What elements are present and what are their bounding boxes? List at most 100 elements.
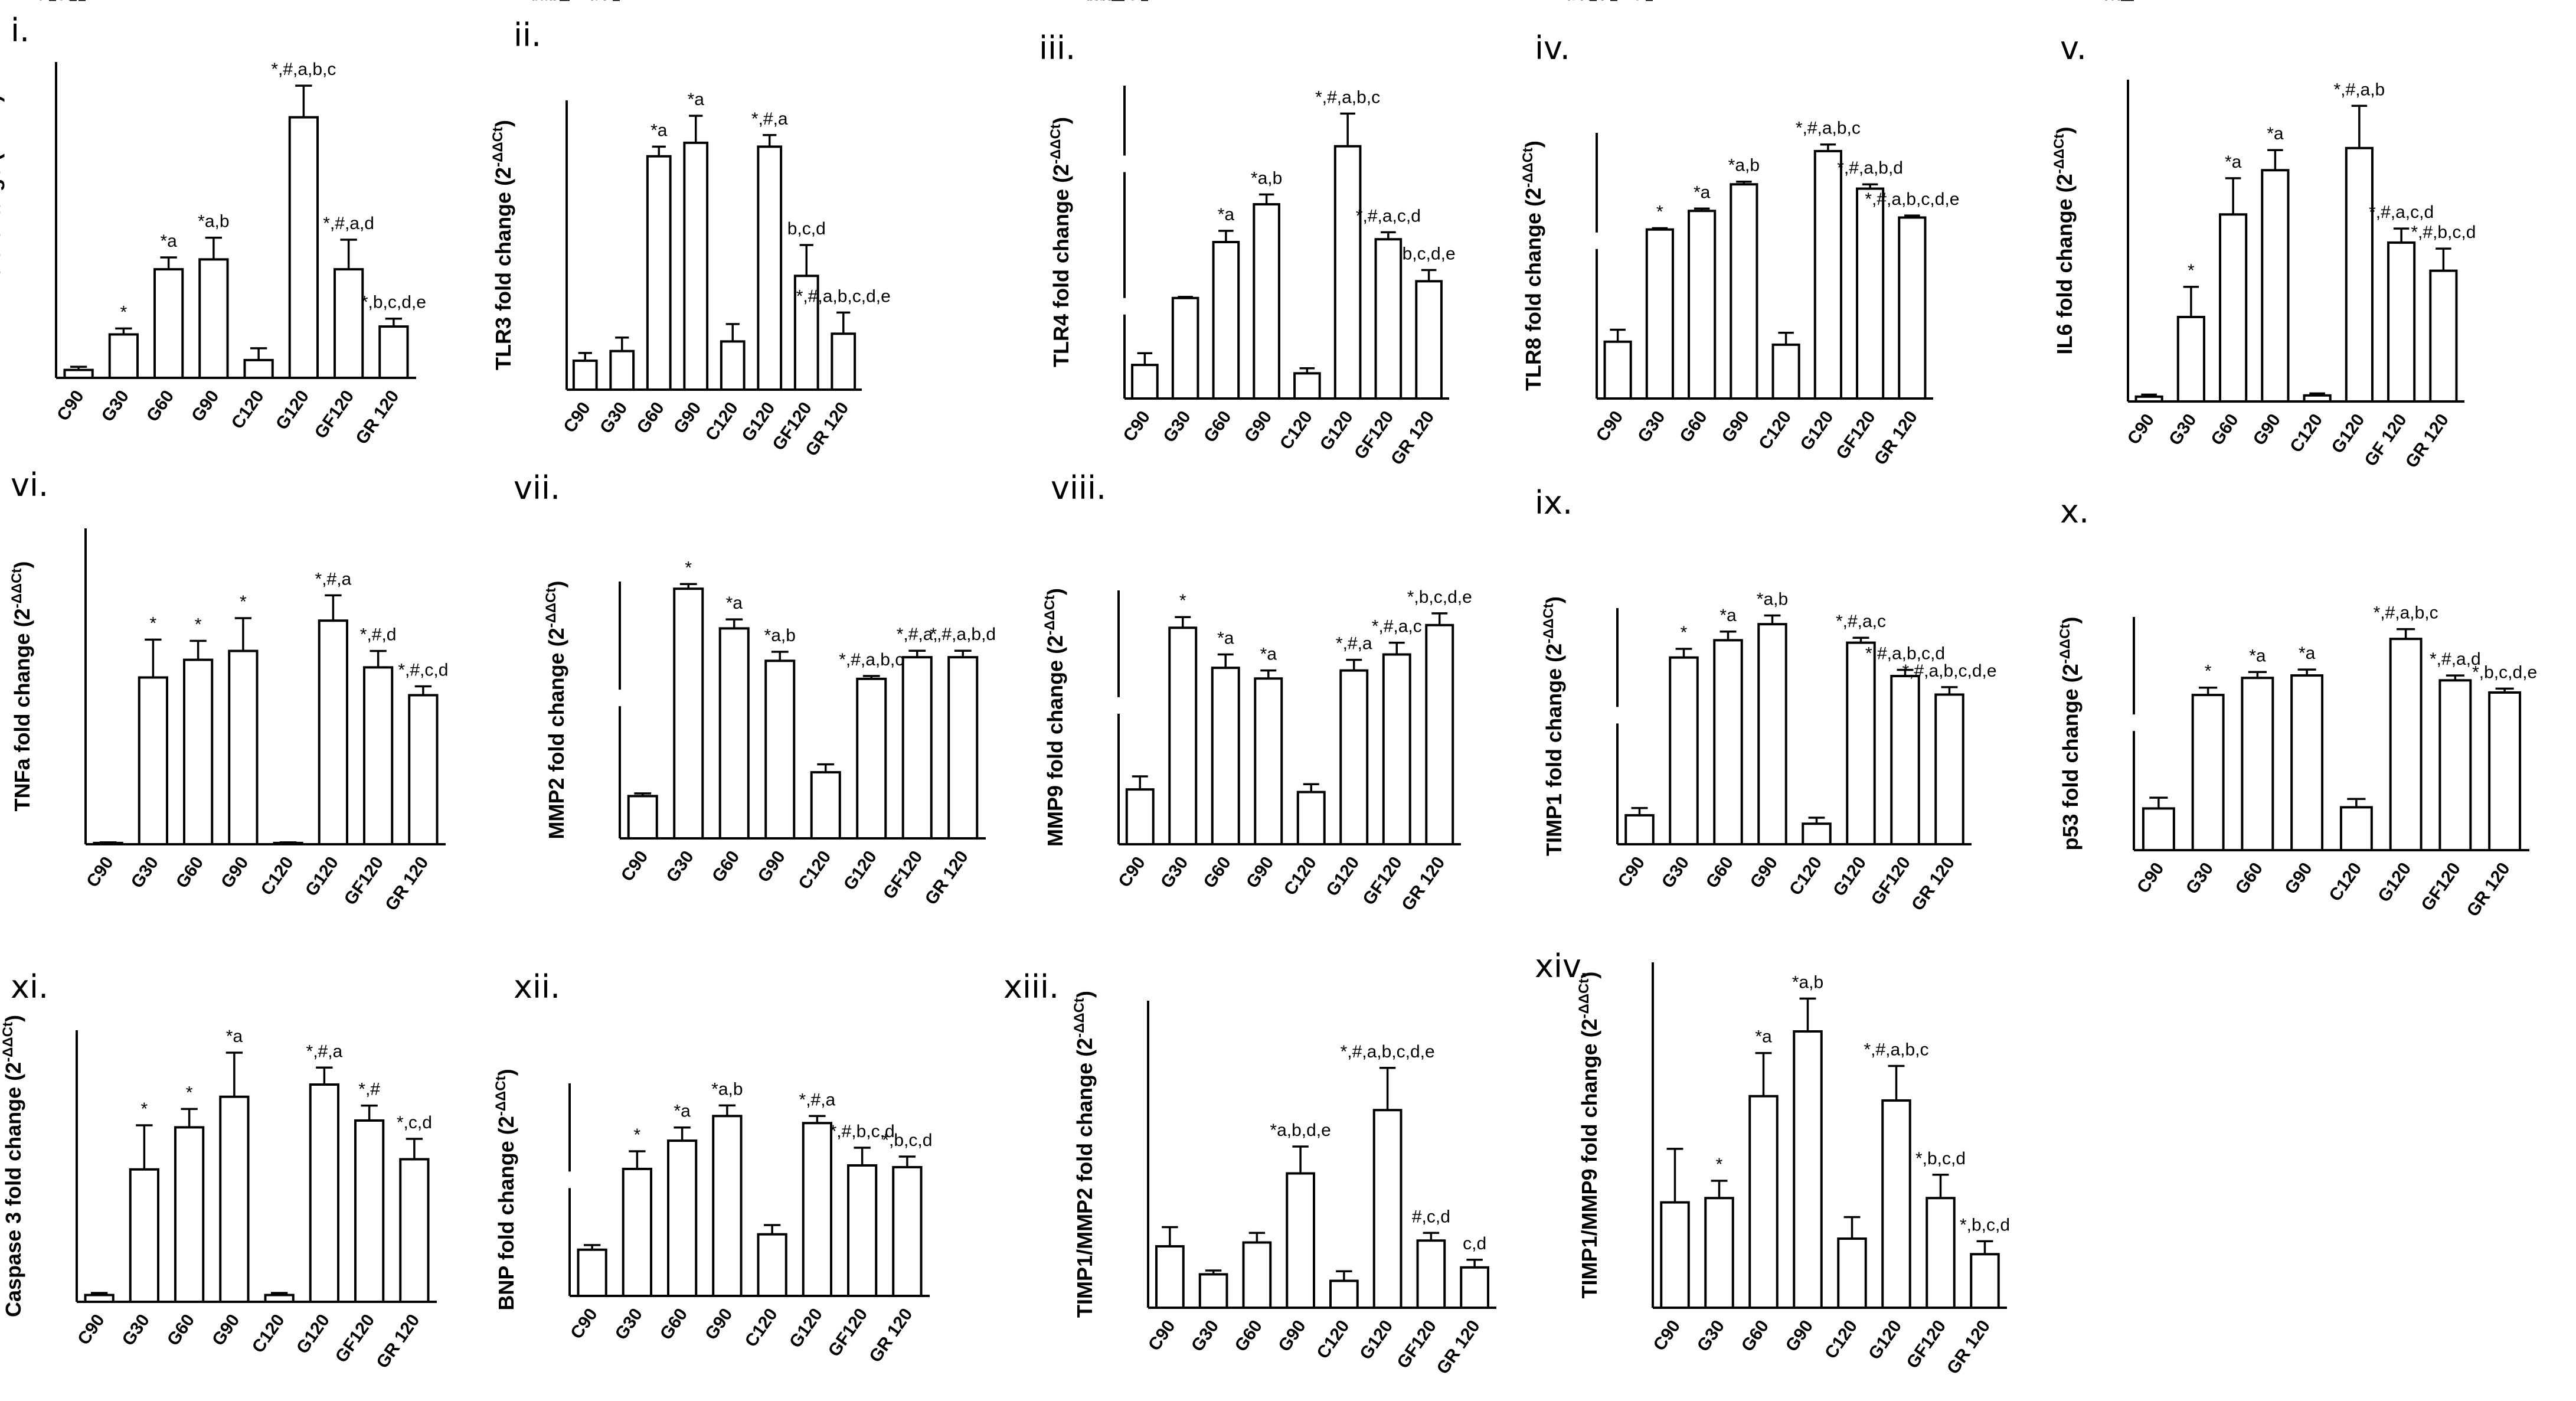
x-tick-label: G120 xyxy=(1316,407,1357,454)
x-tick-label: G60 xyxy=(1231,1317,1267,1355)
significance-label: *,#,b,c,d xyxy=(830,1122,895,1141)
y-tick-label: 0.15 xyxy=(1084,0,1114,4)
x-tick-label: GF120 xyxy=(2417,859,2464,915)
y-tick-label: 4 xyxy=(1632,0,1642,4)
x-tick-label: G90 xyxy=(1782,1317,1817,1355)
x-tick-label: C90 xyxy=(617,847,652,885)
y-tick-label: 0.7 xyxy=(2102,0,2123,4)
bar xyxy=(108,333,139,379)
bar xyxy=(802,1122,833,1297)
x-tick-label: G60 xyxy=(633,399,668,437)
y-tick-label: 0.8 xyxy=(2102,0,2123,4)
bar xyxy=(2345,146,2374,403)
bar xyxy=(2176,315,2205,403)
x-tick-label: G30 xyxy=(1159,407,1195,446)
significance-label: *a xyxy=(650,120,668,140)
x-tick-label: G120 xyxy=(293,1311,334,1357)
y-tick-label: 20 xyxy=(1097,0,1114,4)
x-tick-label: C90 xyxy=(83,853,117,891)
y-tick-label: 15 xyxy=(55,0,75,4)
x-tick-label: C120 xyxy=(1821,1317,1861,1363)
bar xyxy=(1212,241,1240,400)
x-tick-label: C120 xyxy=(702,399,742,445)
bar xyxy=(1382,653,1411,846)
significance-label: *,#,a, xyxy=(897,625,938,644)
x-tick-label: GF120 xyxy=(311,387,358,442)
significance-label: *,#,a,c,d xyxy=(1356,206,1421,226)
significance-label: * xyxy=(1656,202,1663,221)
y-tick-label: 40 xyxy=(1590,0,1607,4)
bar xyxy=(1155,1245,1185,1309)
bar xyxy=(228,649,259,845)
bar xyxy=(2142,807,2175,852)
y-tick-label: 1 xyxy=(56,0,66,4)
x-tick-label: C90 xyxy=(1145,1317,1179,1354)
y-tick-label: 30 xyxy=(592,0,609,4)
bar xyxy=(1748,1095,1779,1309)
x-tick-label: C90 xyxy=(74,1311,109,1348)
significance-label: *,#,a xyxy=(1336,634,1372,654)
y-axis-title: TIMP1/MMP2 fold change (2-ΔΔCt) xyxy=(1071,991,1097,1318)
significance-label: *a xyxy=(674,1102,691,1121)
y-tick-label: 0.6 xyxy=(1586,0,1607,4)
significance-label: *,#,b,c,d xyxy=(2411,223,2476,242)
y-tick-label: 0.3 xyxy=(1586,0,1607,4)
y-tick-label: 20 xyxy=(1569,0,1586,4)
x-tick-label: GR 120 xyxy=(865,1305,916,1366)
bar xyxy=(892,1165,923,1298)
significance-label: * xyxy=(2188,261,2195,280)
y-tick-label: 2 xyxy=(56,0,66,4)
significance-label: *a,b xyxy=(1728,156,1760,175)
significance-label: *,b,c,d xyxy=(882,1131,932,1150)
x-tick-label: GR 120 xyxy=(2402,410,2453,472)
bar xyxy=(2134,395,2163,403)
x-tick-label: C120 xyxy=(1313,1317,1353,1363)
panel-label: iii. xyxy=(1039,30,1075,67)
significance-label: *,#,a,d xyxy=(323,214,374,233)
y-tick-label: 0.1 xyxy=(1093,0,1114,4)
significance-label: *,b,c,d xyxy=(1960,1215,2010,1235)
bar xyxy=(810,771,841,840)
y-tick-label: 0.9 xyxy=(1586,0,1607,4)
significance-label: *,#,a,b,c xyxy=(2374,603,2438,623)
x-tick-label: G90 xyxy=(1718,407,1754,446)
significance-label: *a xyxy=(2225,152,2242,172)
y-tick-label: 0.2 xyxy=(588,0,609,4)
x-tick-label: G90 xyxy=(2281,859,2316,897)
y-tick-label: 3 xyxy=(56,0,66,4)
y-tick-label: 0.35 xyxy=(1084,0,1114,4)
significance-label: * xyxy=(685,558,692,577)
x-tick-label: C120 xyxy=(1786,853,1826,899)
x-tick-label: G60 xyxy=(172,853,208,891)
bar xyxy=(1890,675,1920,846)
significance-label: *a,b,d,e xyxy=(1270,1121,1331,1140)
y-tick-label: 0 xyxy=(56,0,66,4)
y-axis-title: TLR2 fold change (2-ΔΔCt) xyxy=(0,95,5,345)
bar xyxy=(2303,394,2332,403)
y-tick-label: 5 xyxy=(2115,0,2123,4)
significance-label: * xyxy=(240,592,247,612)
x-tick-label: C120 xyxy=(795,847,835,893)
significance-label: b,c,d,e xyxy=(1403,244,1456,263)
bar xyxy=(1603,340,1632,400)
y-tick-label: 0 xyxy=(1106,0,1114,4)
bar xyxy=(354,1119,385,1303)
x-tick-label: C90 xyxy=(1614,853,1649,891)
significance-label: *a xyxy=(2299,644,2316,663)
bar xyxy=(1329,1279,1359,1309)
y-tick-label: 2 xyxy=(1632,0,1642,4)
bar xyxy=(856,677,887,840)
significance-label: *a xyxy=(2249,646,2266,665)
y-tick-label: 0.4 xyxy=(1093,0,1114,4)
y-tick-label: 0 xyxy=(65,0,75,4)
y-tick-label: 0.0 xyxy=(588,0,609,4)
bar xyxy=(1415,280,1443,400)
bar xyxy=(1125,788,1155,845)
y-tick-label: 0.4 xyxy=(1586,0,1607,4)
significance-label: *,#,a,b,c,d,e xyxy=(1902,661,1996,681)
bar xyxy=(646,155,672,391)
bar xyxy=(1168,626,1198,845)
y-tick-label: 28 xyxy=(542,0,559,4)
y-tick-label: 20 xyxy=(592,0,609,4)
